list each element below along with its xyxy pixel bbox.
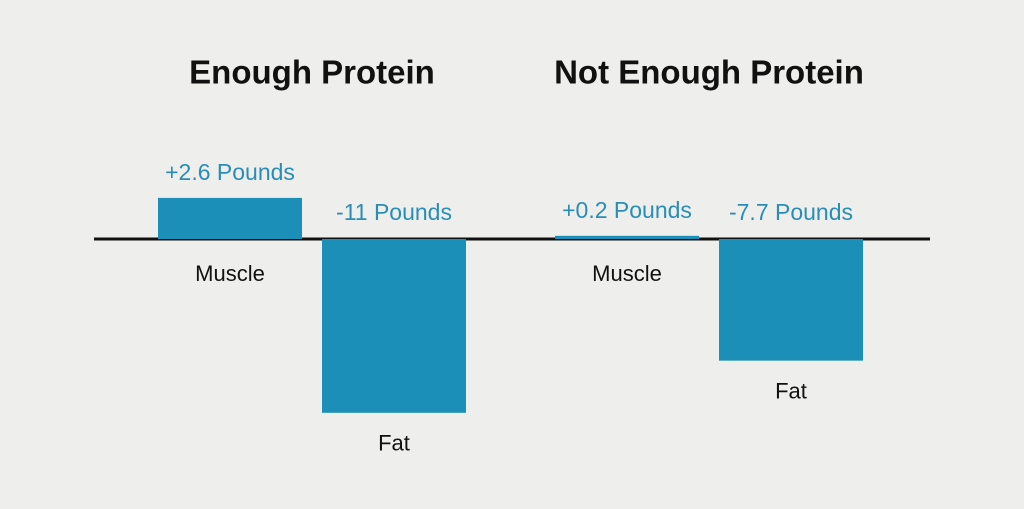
- value-label: -7.7 Pounds: [729, 199, 853, 225]
- category-label: Muscle: [592, 261, 662, 286]
- bar: [322, 239, 466, 413]
- value-label: +0.2 Pounds: [562, 197, 692, 223]
- category-label: Muscle: [195, 261, 265, 286]
- value-label: +2.6 Pounds: [165, 159, 295, 185]
- chart-title: Enough Protein: [189, 54, 435, 91]
- chart-title: Not Enough Protein: [554, 54, 864, 91]
- value-label: -11 Pounds: [336, 199, 452, 225]
- category-label: Fat: [775, 378, 807, 403]
- bar: [158, 197, 302, 239]
- bar: [719, 239, 863, 361]
- category-label: Fat: [378, 431, 410, 456]
- bar: [555, 235, 699, 239]
